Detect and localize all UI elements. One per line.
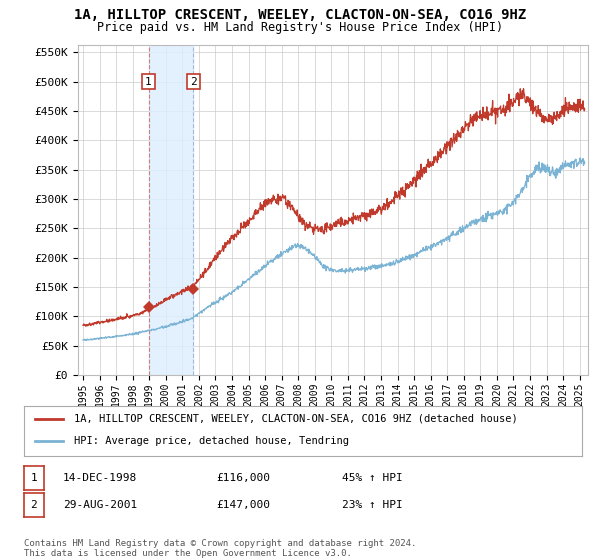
Text: 1: 1: [145, 77, 152, 86]
Text: 23% ↑ HPI: 23% ↑ HPI: [342, 500, 403, 510]
Text: HPI: Average price, detached house, Tendring: HPI: Average price, detached house, Tend…: [74, 436, 349, 446]
Text: £147,000: £147,000: [216, 500, 270, 510]
Text: 45% ↑ HPI: 45% ↑ HPI: [342, 473, 403, 483]
Text: 1A, HILLTOP CRESCENT, WEELEY, CLACTON-ON-SEA, CO16 9HZ: 1A, HILLTOP CRESCENT, WEELEY, CLACTON-ON…: [74, 8, 526, 22]
Text: 1A, HILLTOP CRESCENT, WEELEY, CLACTON-ON-SEA, CO16 9HZ (detached house): 1A, HILLTOP CRESCENT, WEELEY, CLACTON-ON…: [74, 414, 518, 423]
Text: £116,000: £116,000: [216, 473, 270, 483]
Text: Price paid vs. HM Land Registry's House Price Index (HPI): Price paid vs. HM Land Registry's House …: [97, 21, 503, 34]
Text: Contains HM Land Registry data © Crown copyright and database right 2024.
This d: Contains HM Land Registry data © Crown c…: [24, 539, 416, 558]
Text: 29-AUG-2001: 29-AUG-2001: [63, 500, 137, 510]
Text: 1: 1: [31, 473, 37, 483]
Text: 2: 2: [190, 77, 197, 86]
Text: 14-DEC-1998: 14-DEC-1998: [63, 473, 137, 483]
Text: 2: 2: [31, 500, 37, 510]
Bar: [149, 45, 193, 375]
